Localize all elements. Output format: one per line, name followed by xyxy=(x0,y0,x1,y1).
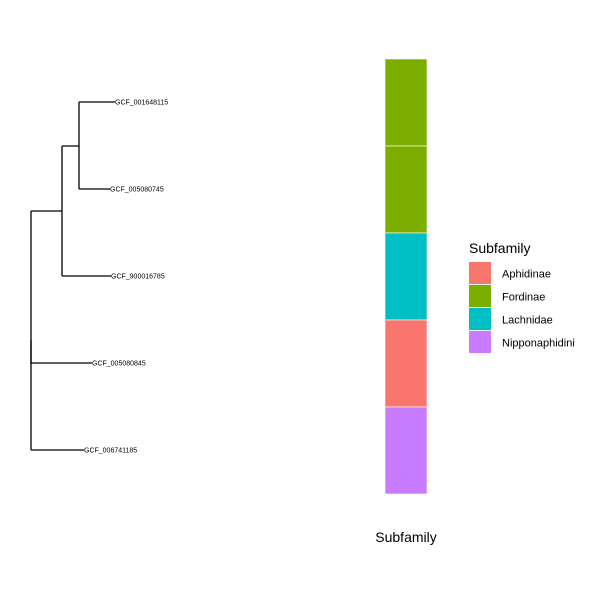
legend: Subfamily Aphidinae Fordinae Lachnidae Nipp… xyxy=(469,240,575,353)
legend-label: Fordinae xyxy=(502,292,545,304)
subfamily-tile xyxy=(384,406,428,495)
tip-label: GCF_005080745 xyxy=(110,187,164,194)
heatmap-axis-title: Subfamily xyxy=(375,529,436,545)
legend-item: Lachnidae xyxy=(469,308,553,330)
legend-swatch xyxy=(469,331,491,353)
subfamily-tile xyxy=(384,58,428,147)
legend-items: Aphidinae Fordinae Lachnidae Nipponaphidini xyxy=(469,262,575,353)
legend-item: Aphidinae xyxy=(469,262,551,284)
subfamily-tile xyxy=(384,145,428,234)
legend-item: Fordinae xyxy=(469,285,545,307)
tip-label: GCF_001648115 xyxy=(115,100,168,107)
tip-label: GCF_005080845 xyxy=(92,361,146,368)
tip-label: GCF_900016785 xyxy=(111,274,165,281)
legend-swatch xyxy=(469,308,491,330)
legend-label: Lachnidae xyxy=(502,315,553,327)
legend-item: Nipponaphidini xyxy=(469,331,575,353)
subfamily-tile-column xyxy=(384,58,428,495)
legend-swatch xyxy=(469,262,491,284)
tree-tip-labels: GCF_001648115 GCF_005080745 GCF_90001678… xyxy=(84,100,168,455)
subfamily-tile xyxy=(384,232,428,321)
subfamily-tile xyxy=(384,319,428,408)
legend-title: Subfamily xyxy=(469,240,530,256)
phylogenetic-tree xyxy=(30,101,115,451)
tip-label: GCF_006741185 xyxy=(84,448,137,455)
legend-label: Aphidinae xyxy=(502,269,551,281)
legend-label: Nipponaphidini xyxy=(502,338,575,350)
legend-swatch xyxy=(469,285,491,307)
